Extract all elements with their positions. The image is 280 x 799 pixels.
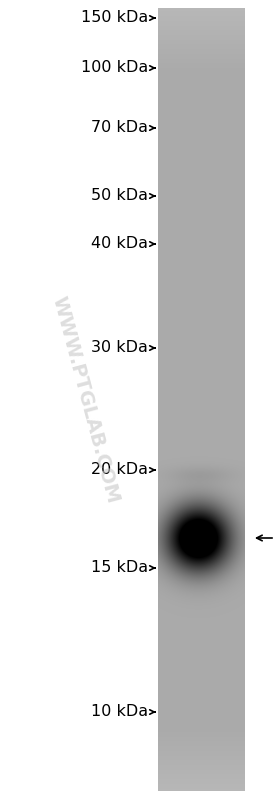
Text: 10 kDa: 10 kDa [91, 705, 148, 720]
Text: 20 kDa: 20 kDa [91, 463, 148, 478]
Text: WWW.PTGLAB.COM: WWW.PTGLAB.COM [48, 294, 122, 506]
Text: 30 kDa: 30 kDa [91, 340, 148, 356]
Text: 150 kDa: 150 kDa [81, 10, 148, 26]
Text: 50 kDa: 50 kDa [91, 189, 148, 204]
Text: 40 kDa: 40 kDa [91, 237, 148, 252]
Text: 100 kDa: 100 kDa [81, 61, 148, 75]
Text: 70 kDa: 70 kDa [91, 121, 148, 136]
Text: 15 kDa: 15 kDa [91, 561, 148, 575]
